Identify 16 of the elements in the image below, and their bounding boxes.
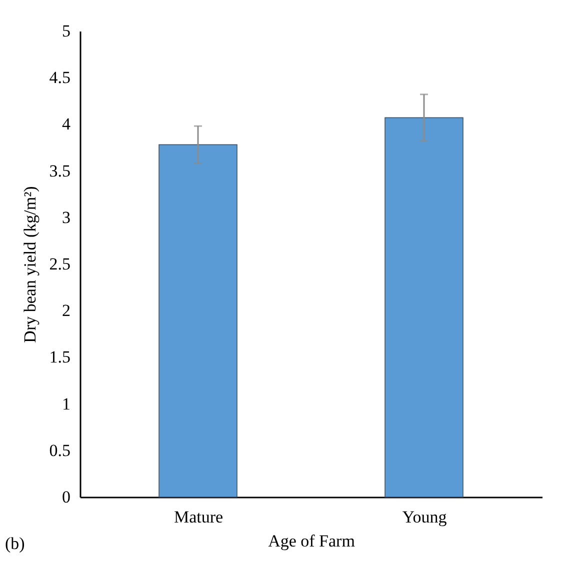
y-tick-label: 3.5 — [49, 161, 70, 180]
y-tick-label: 1 — [62, 394, 70, 414]
y-tick-label: 2 — [62, 301, 70, 320]
y-tick-label: 4.5 — [49, 68, 70, 88]
x-tick-label: Mature — [174, 508, 224, 526]
y-tick-label: 0 — [62, 488, 70, 506]
y-tick-label: 1.5 — [49, 348, 70, 367]
y-tick-label: 5 — [62, 22, 70, 40]
y-tick-label: 0.5 — [49, 440, 70, 460]
y-axis-title: Dry bean yield (kg/m²) — [20, 186, 40, 343]
text: (b) — [5, 534, 25, 553]
x-tick-label: Young — [402, 508, 448, 526]
y-tick-label: 2.5 — [49, 254, 70, 274]
y-tick-label: 4 — [62, 114, 71, 134]
x-axis-title: Age of Farm — [268, 532, 355, 550]
y-tick-label: 3 — [62, 208, 70, 227]
